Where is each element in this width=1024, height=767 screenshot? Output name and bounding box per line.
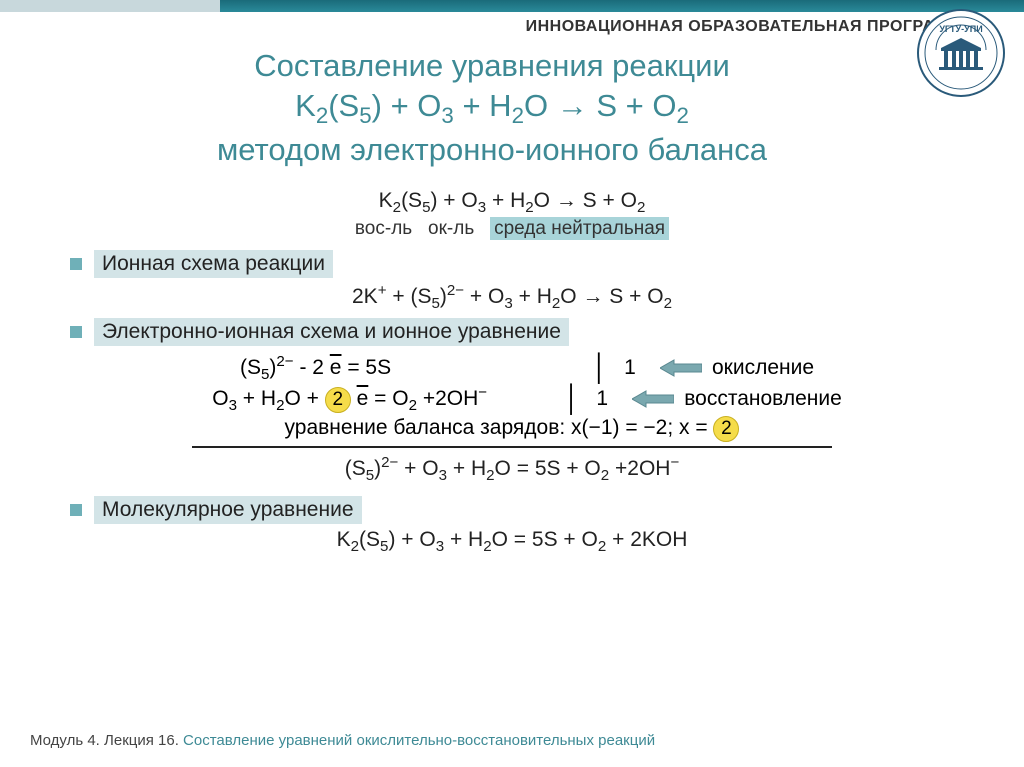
label-oxidizer: ок-ль [428,218,474,239]
bullet-icon [70,326,82,338]
title-line1: Составление уравнения реакции [60,46,924,86]
half2-equation: O3 + H2O + 2 e = O2 +2OH− [182,384,562,414]
header: ИННОВАЦИОННАЯ ОБРАЗОВАТЕЛЬНАЯ ПРОГРАММА [0,12,1024,36]
divider-bar: │ [562,383,582,414]
half2-process: восстановление [684,387,842,411]
program-label: ИННОВАЦИОННАЯ ОБРАЗОВАТЕЛЬНАЯ ПРОГРАММА [526,18,974,36]
fraction-line [192,446,832,448]
footer: Модуль 4. Лекция 16. Составление уравнен… [30,732,655,749]
top-stripe [0,0,1024,12]
title-line3: методом электронно-ионного баланса [60,130,924,170]
half1-coef: 1 [610,356,650,380]
molecular-equation: K2(S5) + O3 + H2O = 5S + O2 + 2KOH [70,528,954,555]
title-equation: K2(S5) + O3 + H2O → S + O2 [60,86,924,130]
section-ionic-scheme: Ионная схема реакции [70,250,954,278]
footer-module: Модуль 4. Лекция 16. [30,732,179,749]
half1-equation: (S5)2− - 2 e = 5S [210,353,590,383]
page-title: Составление уравнения реакции K2(S5) + O… [0,46,1024,171]
arrow-left-icon [632,389,674,409]
half2-coef: 1 [582,387,622,411]
top-equation: K2(S5) + O3 + H2O → S + O2 [70,189,954,216]
university-logo: УГТУ-УПИ [916,8,1006,98]
arrow-left-icon [660,358,702,378]
divider-bar: │ [590,352,610,383]
bullet-icon [70,504,82,516]
svg-text:УГТУ-УПИ: УГТУ-УПИ [939,24,982,34]
section-label-ionic: Ионная схема реакции [94,250,333,278]
charge-balance: уравнение баланса зарядов: x(−1) = −2; x… [70,416,954,442]
content-area: K2(S5) + O3 + H2O → S + O2 вос-ль ок-ль … [0,171,1024,556]
half1-process: окисление [712,356,814,380]
section-electron-ionic: Электронно-ионная схема и ионное уравнен… [70,318,954,346]
label-reducer: вос-ль [355,218,412,239]
label-medium: среда нейтральная [490,217,669,240]
half-reactions: (S5)2− - 2 e = 5S │ 1 окисление O3 + H2O… [70,352,954,414]
half-reaction-1: (S5)2− - 2 e = 5S │ 1 окисление [210,352,814,383]
ionic-equation: 2K+ + (S5)2− + O3 + H2O → S + O2 [70,282,954,312]
reagent-labels: вос-ль ок-ль среда нейтральная [70,218,954,240]
section-molecular: Молекулярное уравнение [70,496,954,524]
half-reaction-2: O3 + H2O + 2 e = O2 +2OH− │ 1 восстановл… [182,383,842,414]
footer-topic: Составление уравнений окислительно-восст… [183,732,655,749]
bullet-icon [70,258,82,270]
section-label-molecular: Молекулярное уравнение [94,496,362,524]
section-label-electron: Электронно-ионная схема и ионное уравнен… [94,318,569,346]
sum-equation: (S5)2− + O3 + H2O = 5S + O2 +2OH− [70,454,954,484]
